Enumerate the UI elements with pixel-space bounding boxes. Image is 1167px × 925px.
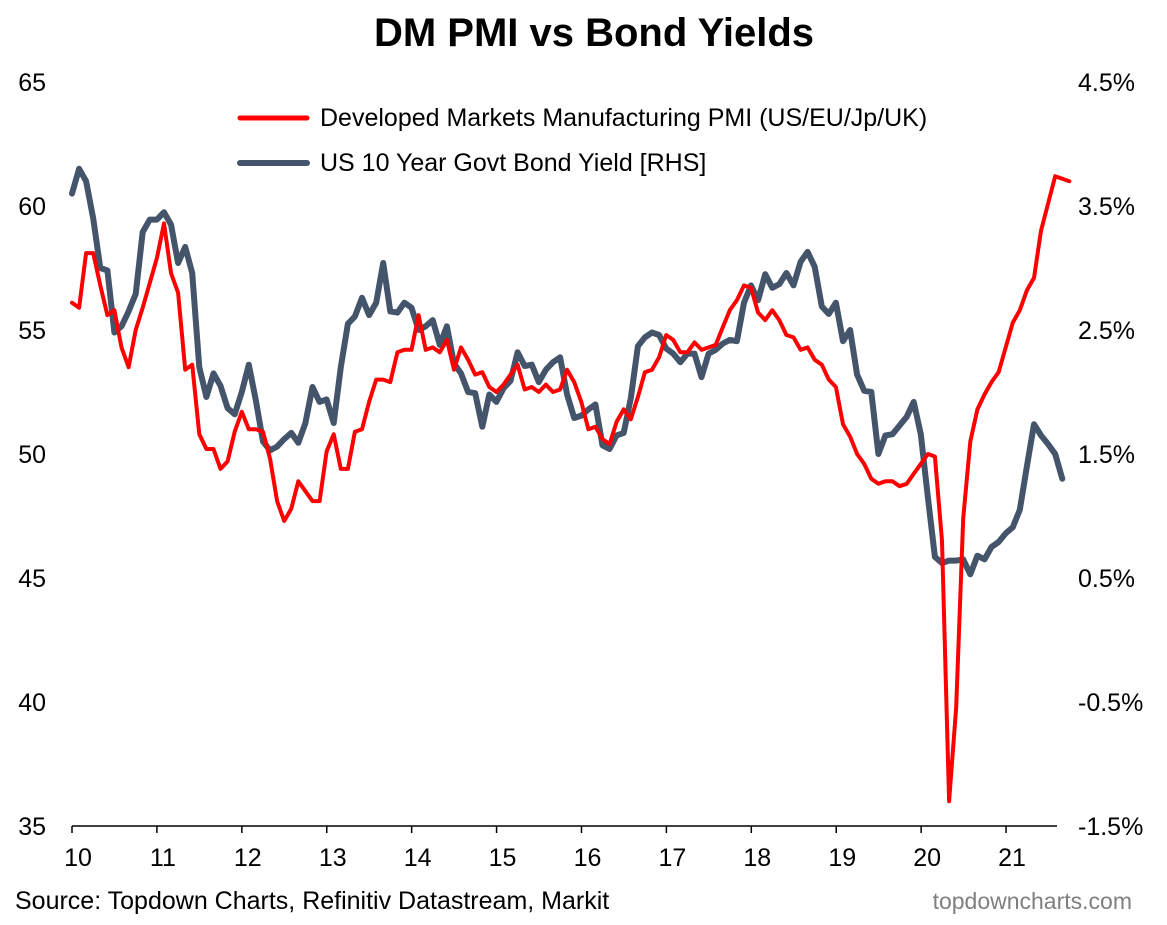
x-tick-label: 10 xyxy=(64,844,92,872)
x-tick-label: 19 xyxy=(828,844,856,872)
x-tick-label: 18 xyxy=(743,844,771,872)
x-tick-label: 15 xyxy=(489,844,517,872)
x-tick-label: 20 xyxy=(913,844,941,872)
right-tick-label: 3.5% xyxy=(1078,193,1135,221)
series-line-us10y-yield xyxy=(69,165,1066,578)
right-tick-label: -1.5% xyxy=(1078,813,1143,841)
left-tick-label: 55 xyxy=(18,317,46,345)
x-tick-label: 11 xyxy=(150,844,176,872)
right-tick-label: 1.5% xyxy=(1078,441,1135,469)
source-note: Source: Topdown Charts, Refinitiv Datast… xyxy=(15,887,609,915)
left-tick-label: 60 xyxy=(18,193,46,221)
left-axis: 35 40 45 50 55 60 65 xyxy=(18,69,46,841)
right-tick-label: 4.5% xyxy=(1078,69,1135,97)
left-tick-label: 45 xyxy=(18,565,46,593)
right-tick-label: 2.5% xyxy=(1078,317,1135,345)
legend: Developed Markets Manufacturing PMI (US/… xyxy=(237,104,927,177)
left-tick-label: 40 xyxy=(18,689,46,717)
x-tick-label: 12 xyxy=(234,844,262,872)
x-tick-label: 17 xyxy=(658,844,686,872)
left-tick-label: 35 xyxy=(18,813,46,841)
series-line-dm-pmi xyxy=(70,174,1072,804)
legend-label-yield: US 10 Year Govt Bond Yield [RHS] xyxy=(320,149,706,177)
series-layer xyxy=(69,165,1072,804)
right-tick-label: 0.5% xyxy=(1078,565,1135,593)
x-tick-label: 21 xyxy=(998,844,1026,872)
left-tick-label: 50 xyxy=(18,441,46,469)
chart-title: DM PMI vs Bond Yields xyxy=(374,11,814,55)
x-tick-label: 13 xyxy=(319,844,347,872)
left-tick-label: 65 xyxy=(18,69,46,97)
x-tick-label: 16 xyxy=(574,844,602,872)
brand-watermark: topdowncharts.com xyxy=(933,888,1132,914)
x-axis: 10 11 12 13 14 15 16 17 18 19 20 21 xyxy=(64,825,1057,872)
right-axis: -1.5% -0.5% 0.5% 1.5% 2.5% 3.5% 4.5% xyxy=(1078,69,1143,841)
x-tick-label: 14 xyxy=(404,844,432,872)
right-tick-label: -0.5% xyxy=(1078,689,1143,717)
legend-label-pmi: Developed Markets Manufacturing PMI (US/… xyxy=(320,104,927,132)
